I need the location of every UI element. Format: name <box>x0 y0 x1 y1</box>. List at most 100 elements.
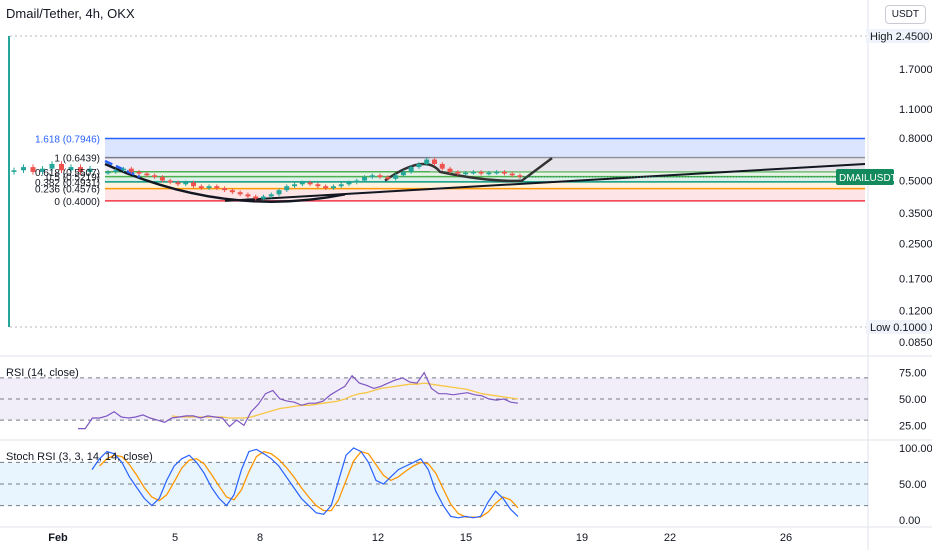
fib-label: 0.618 (0.5507) <box>35 168 100 179</box>
candle-body <box>175 182 181 185</box>
candle-body <box>78 167 83 172</box>
candle-body <box>159 177 165 181</box>
candle-body <box>206 186 212 189</box>
rsi-line <box>78 371 519 430</box>
fib-label: 1 (0.6439) <box>54 154 100 165</box>
price-tick-label: 0.8000 <box>899 133 932 145</box>
fib-label: 0 (0.4000) <box>54 197 100 208</box>
candle-body <box>59 163 64 171</box>
rsi-tick-label: 50.00 <box>899 394 927 406</box>
candle-body <box>509 173 515 176</box>
price-tick-label: 0.0850 <box>899 337 932 349</box>
candle-body <box>424 159 430 164</box>
candle-body <box>501 171 507 174</box>
candle-body <box>354 180 360 183</box>
candle-body <box>128 168 134 172</box>
stoch-rsi-pane: 100.00 50.00 0.00 <box>0 443 932 527</box>
candle-body <box>292 184 298 187</box>
candle-body <box>105 171 111 174</box>
candle-body <box>21 167 26 171</box>
time-axis: Feb 5 8 12 15 19 22 26 <box>48 532 792 544</box>
candle-body <box>68 167 74 171</box>
candle-body <box>431 159 437 164</box>
candle-body <box>377 175 383 178</box>
stoch-tick-label: 0.00 <box>899 515 920 527</box>
low-label: Low 0.1000 <box>870 322 927 334</box>
candle-body <box>369 175 375 178</box>
candle-body <box>400 171 406 176</box>
stoch-d-line <box>99 450 519 518</box>
candle-body <box>494 171 500 174</box>
candle-body <box>284 186 290 191</box>
fibonacci-labels: 1.618 (0.7946) 1 (0.6439) 0.618 (0.5507)0.… <box>35 134 100 207</box>
candle-body <box>222 188 228 191</box>
candle-body <box>362 177 368 181</box>
support-trendline <box>224 162 866 202</box>
candle-body <box>307 182 313 185</box>
candle-body <box>276 190 282 195</box>
price-tick-label: 1.7000 <box>899 64 932 76</box>
price-tick-label: 1.1000 <box>899 104 932 116</box>
candle-body <box>486 172 492 175</box>
candle-body <box>408 167 414 172</box>
projection-box <box>430 157 865 172</box>
fib-label: 0.5 (0.5219) <box>46 173 100 184</box>
time-tick-label: Feb <box>48 532 68 544</box>
candle-body <box>30 167 36 172</box>
fib-label: 1.618 (0.7946) <box>35 134 100 145</box>
rsi-pane: 75.00 50.00 25.00 <box>0 368 927 432</box>
candle-body <box>315 184 321 187</box>
high-label: High 2.4500 <box>870 31 929 43</box>
price-tick-label: 0.3500 <box>899 208 932 220</box>
candle-body <box>49 163 55 169</box>
candle-body <box>447 168 453 172</box>
time-tick-label: 19 <box>576 532 588 544</box>
price-tick-label: 0.1700 <box>899 274 932 286</box>
candle-body <box>214 186 220 189</box>
candle-body <box>260 196 266 199</box>
candle-body <box>517 175 523 178</box>
candle-body <box>87 168 93 172</box>
candle-body <box>439 163 445 169</box>
stoch-tick-label: 100.00 <box>899 443 932 455</box>
currency-button[interactable]: USDT <box>884 5 926 24</box>
fib-zone <box>105 171 865 177</box>
candle-body <box>470 171 476 174</box>
fib-label: 0.382 (0.4931) <box>35 178 100 189</box>
candle-body <box>346 182 352 185</box>
time-tick-label: 15 <box>460 532 472 544</box>
time-tick-label: 22 <box>664 532 676 544</box>
fib-zone <box>105 138 865 158</box>
candle-body <box>323 186 329 189</box>
candle-body <box>416 163 422 168</box>
candle-body <box>11 170 17 172</box>
rsi-ma-line <box>171 382 519 419</box>
time-tick-label: 26 <box>780 532 792 544</box>
candle-body <box>198 186 204 189</box>
price-tick-label: 0.5000 <box>899 176 932 188</box>
candle-body <box>299 182 305 185</box>
candle-body <box>40 168 45 172</box>
candle-body <box>191 182 197 187</box>
candle-body <box>478 171 484 174</box>
high-tag <box>866 29 930 43</box>
price-tick-label: 0.1200 <box>899 305 932 317</box>
candle-body <box>330 186 336 189</box>
low-tag <box>866 320 930 334</box>
symbol-title: Dmail/Tether, 4h, OKX <box>6 6 135 21</box>
ticker-tag-label: DMAILUSDT <box>839 173 897 184</box>
candle-body <box>229 190 235 193</box>
stoch-tick-label: 50.00 <box>899 479 927 491</box>
rsi-title: RSI (14, close) <box>6 367 79 379</box>
rsi-tick-label: 25.00 <box>899 420 927 432</box>
ticker-tag <box>836 169 894 186</box>
candle-body <box>121 168 127 171</box>
price-axis: 2.45001.70001.10000.80000.50000.35000.25… <box>10 29 932 349</box>
stoch-k-line <box>91 447 519 519</box>
candle-body <box>463 172 469 175</box>
candle-body <box>237 192 243 195</box>
candle-body <box>455 171 461 174</box>
candle-body <box>144 173 150 176</box>
candle-body <box>253 196 259 199</box>
